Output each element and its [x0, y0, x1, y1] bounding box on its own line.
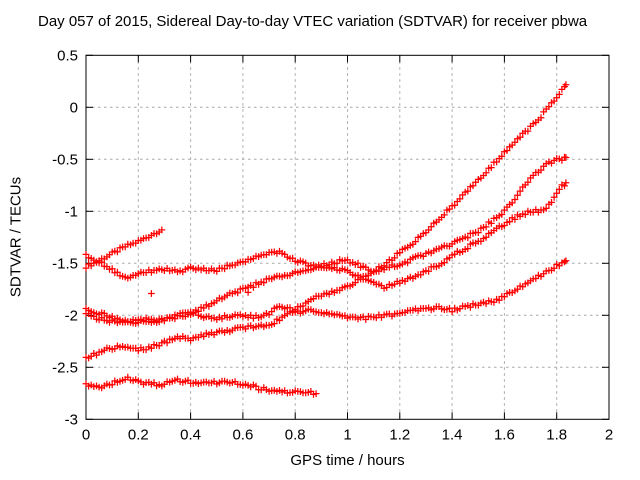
x-tick-label: 1.8 [546, 426, 567, 443]
series-trace-4-main-riser-markers [82, 81, 570, 362]
y-tick-label: -3 [65, 411, 78, 428]
chart-title: Day 057 of 2015, Sidereal Day-to-day VTE… [38, 13, 588, 30]
x-axis-label: GPS time / hours [290, 452, 405, 469]
x-tick-label: 1.2 [389, 426, 410, 443]
x-tick-label: 0.2 [128, 426, 149, 443]
series-trace-5-ends-minus049-markers [82, 153, 570, 327]
x-tick-label: 0.4 [180, 426, 201, 443]
x-tick-label: 0 [82, 426, 90, 443]
x-tick-label: 2 [605, 426, 613, 443]
y-axis-label: SDTVAR / TECUs [7, 176, 25, 298]
series-stray-points-markers [148, 289, 252, 297]
y-tick-label: -0.5 [52, 151, 78, 168]
y-tick-label: -1.5 [52, 255, 78, 272]
x-tick-label: 1.4 [442, 426, 463, 443]
x-tick-label: 0.8 [285, 426, 306, 443]
y-tick-label: -2 [65, 307, 78, 324]
series-trace-6-bottom-markers [82, 373, 320, 398]
x-tick-label: 0.6 [232, 426, 253, 443]
x-tick-label: 1 [343, 426, 351, 443]
series-trace-2-ends-minus075-markers [82, 179, 570, 292]
y-tick-label: 0 [70, 99, 78, 116]
x-tick-label: 1.6 [494, 426, 515, 443]
series-trace-1-short-upper-markers [82, 226, 166, 272]
y-tick-label: 0.5 [57, 47, 78, 64]
y-tick-label: -2.5 [52, 359, 78, 376]
y-tick-label: -1 [65, 203, 78, 220]
